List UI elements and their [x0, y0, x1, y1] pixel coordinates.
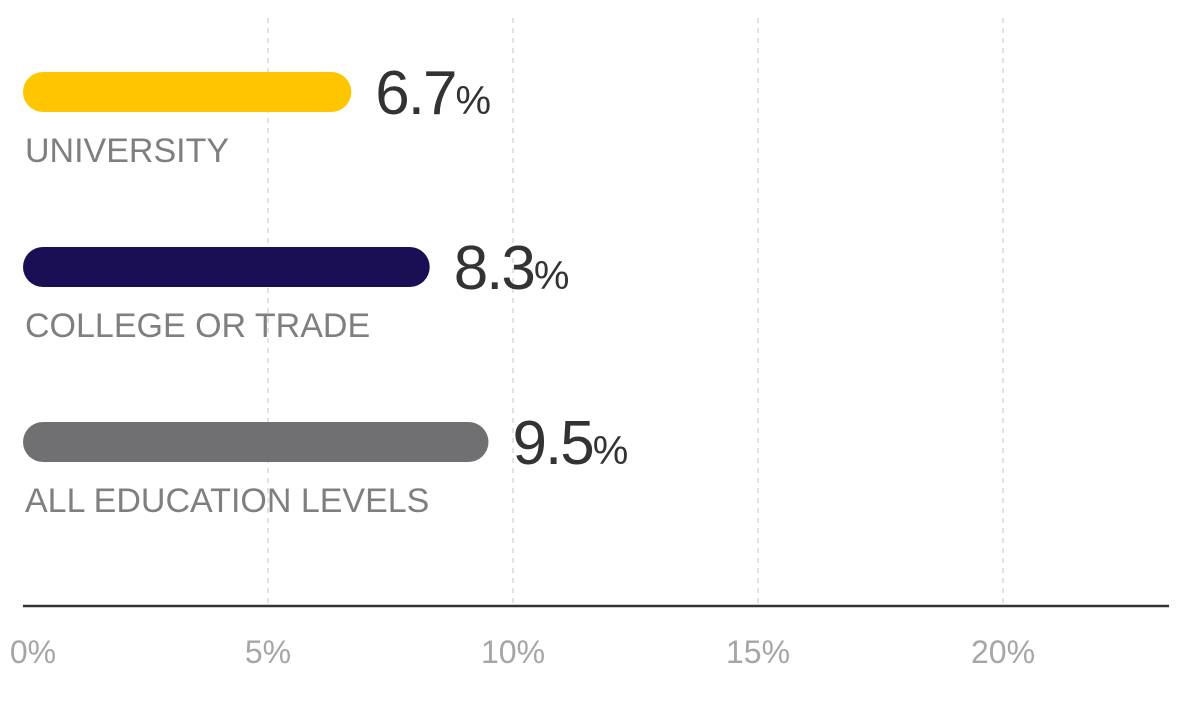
x-tick-label: 5% — [245, 634, 291, 670]
bar — [23, 422, 489, 462]
grid-lines — [267, 18, 1004, 604]
value-percent-sign: % — [456, 79, 492, 123]
value-label: 6.7% — [375, 59, 491, 128]
category-label: COLLEGE OR TRADE — [25, 307, 370, 345]
x-tick-label: 10% — [481, 634, 545, 670]
bar — [23, 247, 430, 287]
value-label: 8.3% — [454, 234, 570, 303]
category-label: ALL EDUCATION LEVELS — [25, 482, 429, 520]
x-tick-label: 20% — [971, 634, 1035, 670]
x-tick-label: 15% — [726, 634, 790, 670]
category-label: UNIVERSITY — [25, 132, 229, 170]
value-label: 9.5% — [513, 409, 629, 478]
value-percent-sign: % — [534, 254, 570, 298]
value-percent-sign: % — [593, 429, 629, 473]
bars: UNIVERSITY 6.7% COLLEGE OR TRADE 8.3% ALL ED… — [23, 59, 628, 520]
x-tick-labels: 0% 5% 10% 15% 20% — [10, 634, 1035, 670]
value-number: 6.7 — [375, 59, 455, 128]
value-number: 8.3 — [454, 234, 534, 303]
value-number: 9.5 — [513, 409, 593, 478]
bar — [23, 72, 352, 112]
x-tick-label: 0% — [10, 634, 56, 670]
